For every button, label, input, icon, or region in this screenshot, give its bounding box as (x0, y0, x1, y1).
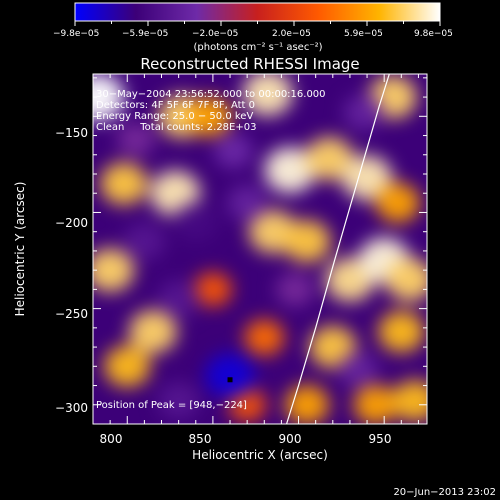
heatmap-blob (285, 384, 330, 424)
heatmap-blob (343, 94, 384, 131)
colorbar-tick-label-5: 9.8e−05 (414, 29, 453, 39)
render-timestamp: 20−Jun−2013 23:02 (393, 487, 496, 498)
heatmap-blob (116, 122, 155, 157)
annotation-time-range: 30−May−2004 23:56:52.000 to 00:00:16.000 (96, 89, 326, 100)
heatmap-blob (378, 310, 425, 353)
heatmap-blob (205, 353, 256, 399)
heatmap-blob (213, 133, 253, 169)
colorbar-tick-label-0: −9.8e−05 (53, 29, 99, 39)
heatmap-blob (342, 155, 393, 201)
heatmap-blob (242, 74, 293, 116)
heatmap-blob (104, 345, 151, 388)
heatmap-blob (123, 222, 166, 261)
heatmap-blob (385, 258, 427, 302)
annotation-detectors: Detectors: 4F 5F 6F 7F 8F, Att 0 (96, 100, 255, 111)
heatmap-blob (128, 310, 177, 354)
annotation-block: 30−May−2004 23:56:52.000 to 00:00:16.000… (96, 89, 326, 133)
heatmap-blob (157, 382, 200, 420)
heatmap-blob (353, 384, 398, 424)
colorbar-tick-label-3: 2.0e−05 (272, 29, 311, 39)
colorbar-tick-label-4: 5.9e−05 (344, 29, 383, 39)
y-tick-label-150: −150 (55, 126, 88, 140)
heatmap-blob (187, 96, 232, 137)
colorbar-gradient (74, 2, 441, 22)
colorbar-tick-label-2: −2.0e−05 (192, 29, 238, 39)
colorbar-unit-label: (photons cm⁻² s⁻¹ asec⁻²) (193, 42, 322, 53)
x-tick-label-850: 850 (189, 432, 212, 446)
colorbar-tick-label-1: −5.9e−05 (122, 29, 168, 39)
plot-area (93, 74, 427, 424)
y-tick-label-300: −300 (55, 401, 88, 415)
heatmap-blob (375, 183, 420, 223)
y-tick-label-200: −200 (55, 216, 88, 230)
heatmap-blob (283, 220, 331, 263)
x-tick-label-800: 800 (100, 432, 123, 446)
heatmap-blob (227, 184, 268, 221)
heatmap-blob (100, 162, 148, 205)
peak-marker (227, 377, 233, 383)
annotation-energy-range: Energy Range: 25.0 − 50.0 keV (96, 111, 253, 122)
heatmap-blob (264, 147, 316, 194)
colorbar: −9.8e−05 −5.9e−05 −2.0e−05 2.0e−05 5.9e−… (53, 2, 453, 53)
colorbar-ticks (74, 21, 441, 26)
heatmap-blob (93, 248, 135, 292)
y-axis-label: Heliocentric Y (arcsec) (13, 182, 27, 317)
x-tick-label-900: 900 (279, 432, 302, 446)
x-tick-label-950: 950 (369, 432, 392, 446)
plot-frame (92, 73, 428, 425)
heatmap-blob (305, 137, 354, 181)
chart-title: Reconstructed RHESSI Image (140, 55, 359, 73)
solar-limb-curve (285, 74, 390, 424)
heatmap-blob (157, 280, 200, 318)
heatmap-image (93, 74, 427, 424)
heatmap-blob (244, 319, 285, 356)
heatmap-blob (392, 380, 427, 422)
heatmap-blob (173, 202, 218, 242)
annotation-clean-counts: Clean Total counts: 2.28E+03 (96, 122, 256, 133)
x-axis-label: Heliocentric X (arcsec) (192, 448, 328, 462)
heatmap-blob (193, 272, 232, 307)
heatmap-blob (93, 74, 125, 121)
peak-position-label: Position of Peak = [948,−224] (96, 400, 247, 411)
axis-ticks (93, 74, 427, 424)
heatmap-blob (338, 352, 379, 389)
y-tick-label-250: −250 (55, 307, 88, 321)
heatmap-blob (276, 272, 315, 307)
